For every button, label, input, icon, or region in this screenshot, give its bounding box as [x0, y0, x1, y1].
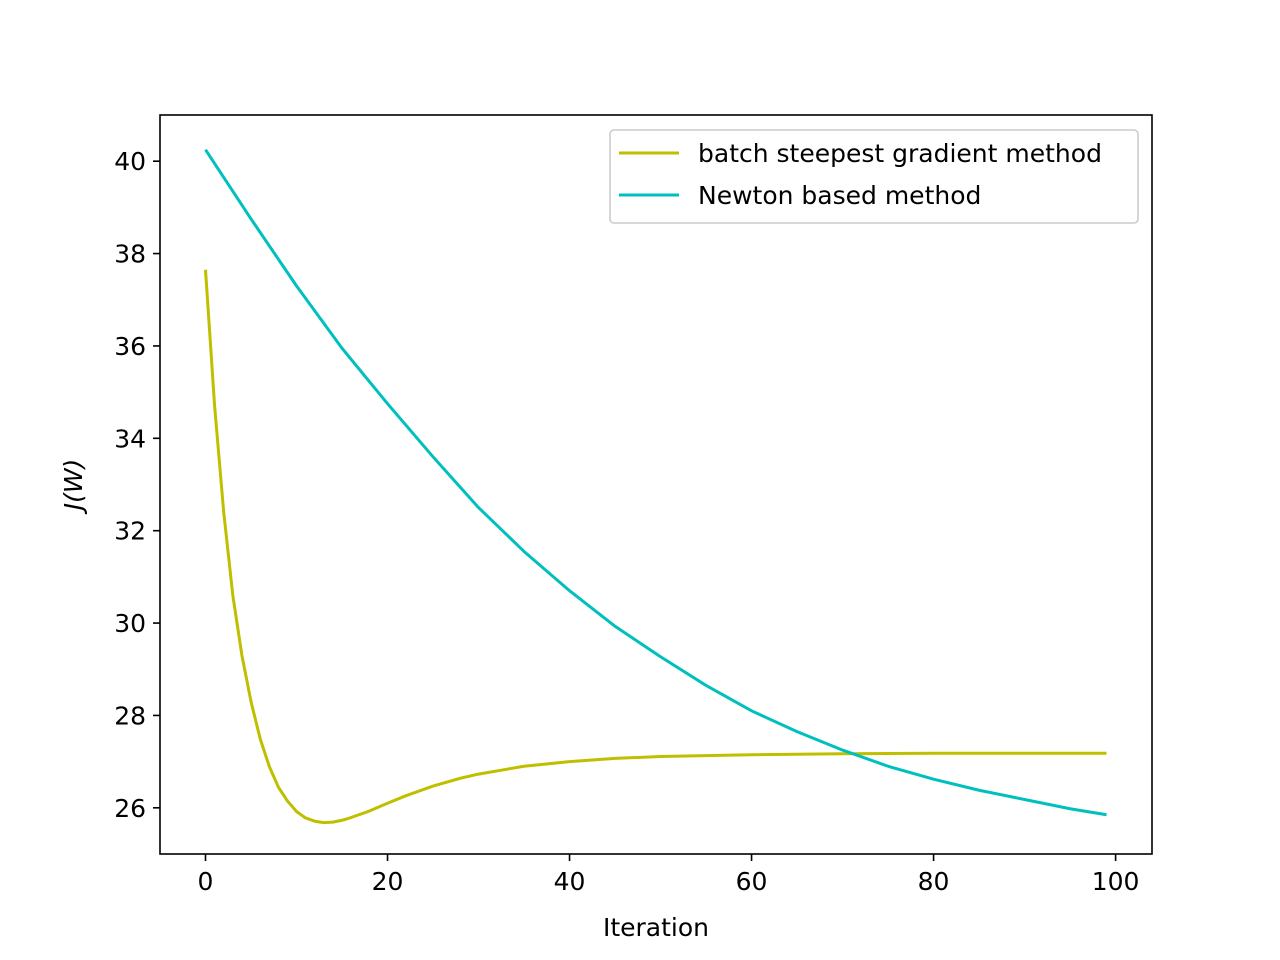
y-tick-label: 38 [114, 240, 146, 269]
y-tick-label: 40 [114, 147, 146, 176]
x-tick-label: 80 [918, 867, 950, 896]
y-tick-label: 32 [114, 517, 146, 546]
legend-label-newton: Newton based method [698, 181, 981, 210]
x-tick-label: 0 [198, 867, 214, 896]
y-tick-label: 26 [114, 794, 146, 823]
x-axis-label: Iteration [603, 913, 709, 942]
series-layer [204, 148, 1107, 825]
legend-box [609, 129, 1139, 224]
plot-frame [159, 114, 1153, 855]
legend: batch steepest gradient method Newton ba… [609, 129, 1139, 224]
x-tick-label: 100 [1092, 867, 1140, 896]
y-tick-label: 28 [114, 701, 146, 730]
y-tick-label: 34 [114, 424, 146, 453]
y-axis-label: J(W) [59, 459, 88, 516]
x-tick-label: 40 [554, 867, 586, 896]
y-tick-label: 36 [114, 332, 146, 361]
series-line-batch-steepest-gradient [204, 269, 1107, 825]
legend-label-batch-steepest: batch steepest gradient method [698, 139, 1102, 168]
y-tick-label: 30 [114, 609, 146, 638]
x-axis-ticks: 0 20 40 60 80 100 [198, 854, 1140, 896]
series-line-newton-based [204, 148, 1107, 817]
x-tick-label: 20 [372, 867, 404, 896]
x-tick-label: 60 [736, 867, 768, 896]
y-axis-ticks: 26 28 30 32 34 36 38 40 [114, 147, 160, 823]
